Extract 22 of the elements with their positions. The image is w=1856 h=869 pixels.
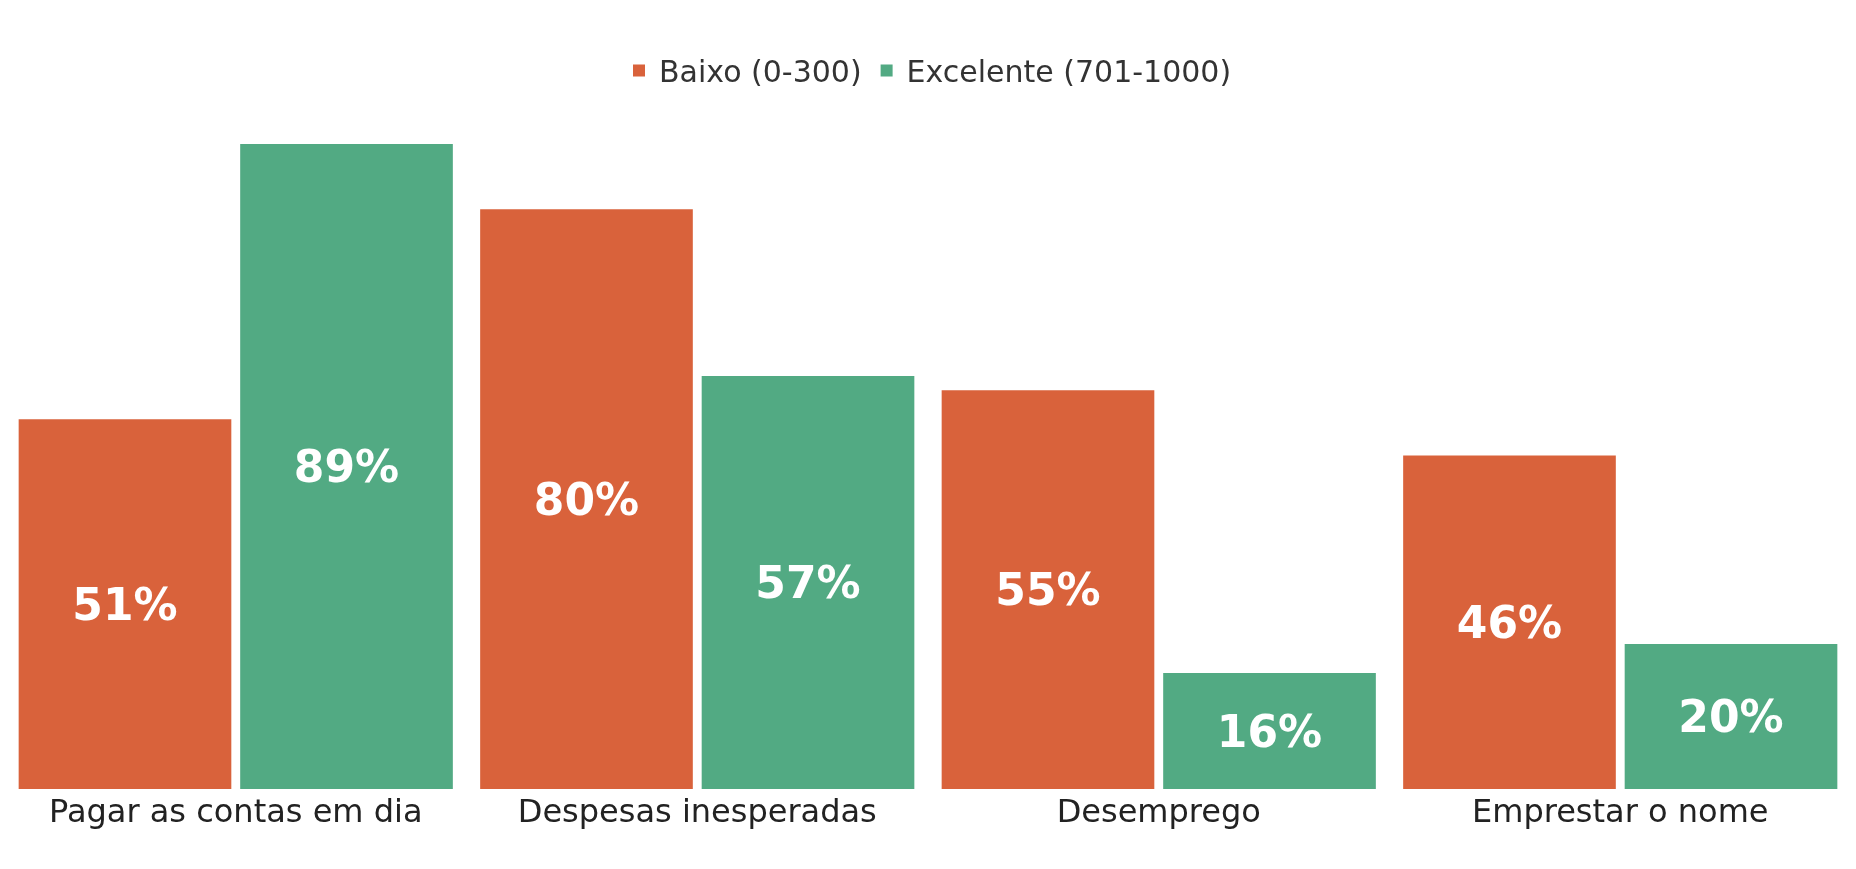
- bar: [701, 375, 915, 789]
- data-label: 20%: [1678, 691, 1784, 743]
- data-label: 51%: [72, 578, 178, 630]
- data-label: 80%: [533, 473, 640, 525]
- data-label: 55%: [995, 564, 1101, 616]
- bar: [18, 419, 232, 789]
- x-tick-label: Desemprego: [1056, 792, 1261, 830]
- bar: [240, 143, 453, 789]
- x-tick-label: Despesas inesperadas: [517, 792, 877, 830]
- bar: [480, 209, 693, 789]
- data-label: 46%: [1456, 596, 1563, 648]
- data-label: 89%: [293, 440, 400, 492]
- bar: [1403, 455, 1616, 789]
- bar: [941, 390, 1155, 789]
- x-tick-label: Emprestar o nome: [1472, 792, 1769, 830]
- bar: [1624, 644, 1838, 789]
- legend-label: Excelente (701-1000): [906, 54, 1232, 90]
- data-label: 57%: [755, 556, 861, 608]
- bar: [1163, 673, 1376, 789]
- data-label: 16%: [1216, 705, 1323, 757]
- x-tick-label: Pagar as contas em dia: [49, 792, 423, 830]
- legend-label: Baixo (0-300): [659, 54, 862, 90]
